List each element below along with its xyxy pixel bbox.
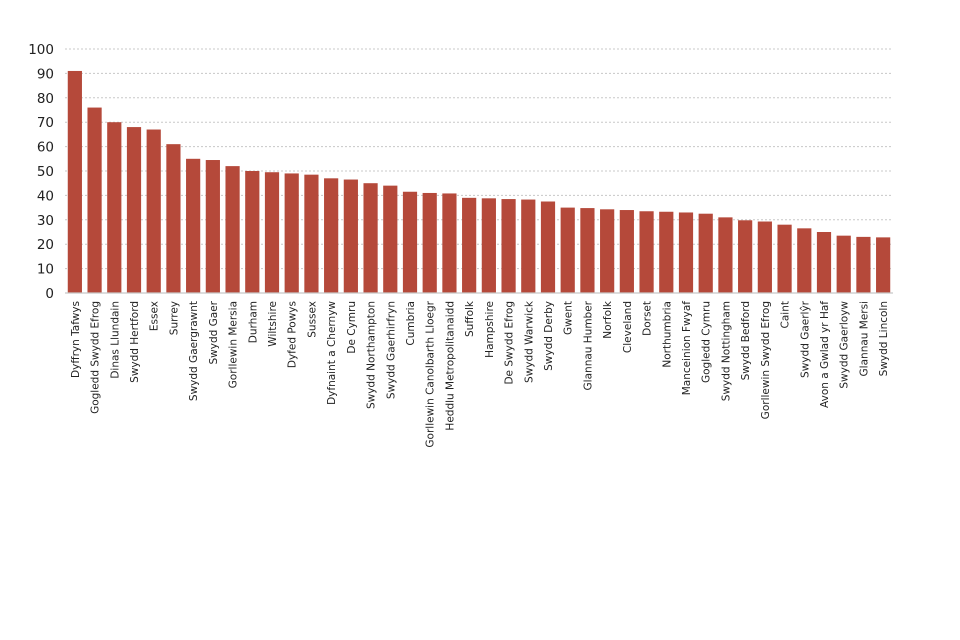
bar [501,199,516,293]
x-tick-label: Swydd Bedford [740,301,752,380]
x-tick-label: Essex [149,301,161,331]
x-tick-label: Suffolk [464,300,476,337]
bar [619,210,634,293]
y-tick-label: 80 [37,91,54,107]
bar [343,179,358,293]
bar [363,183,378,293]
x-tick-label: Swydd Hertford [129,301,141,383]
x-tick-label: Caint [780,301,792,328]
x-tick-label: Swydd Nottingham [720,301,732,401]
bar [738,220,753,293]
x-tick-label: Swydd Gaer [208,300,220,364]
x-tick-label: Norfolk [602,300,614,339]
bar [481,198,496,293]
bar [816,232,832,293]
x-tick-label: Glannau Humber [582,300,594,390]
y-tick-label: 100 [28,42,54,58]
x-tick-label: Dorset [642,301,654,336]
bar [284,173,299,293]
x-tick-label: Wiltshire [267,301,279,347]
bar [718,217,733,293]
x-tick-label: De Cymru [346,301,358,354]
bar [87,107,102,293]
bar [540,201,556,293]
bar [186,158,201,293]
x-tick-label: Dyffryn Tafwys [70,301,82,378]
y-tick-label: 20 [37,237,54,253]
bar [126,127,142,293]
x-tick-label: Hampshire [484,301,496,358]
bar [560,207,575,293]
x-tick-label: Dyfnaint a Chernyw [326,301,338,405]
bar [521,199,536,293]
bar [205,160,220,293]
y-tick-label: 40 [37,188,54,204]
x-tick-label: Swydd Derby [543,301,555,371]
bar [797,228,812,293]
x-tick-label: Gogledd Swydd Efrog [90,301,102,414]
bar [659,211,674,293]
bar [600,209,615,293]
x-tick-label: Swydd Lincoln [878,301,890,376]
x-tick-label: Swydd Gaergrawnt [188,301,200,401]
bar [324,178,339,293]
bar [225,166,240,293]
x-tick-label: Gorllewin Canolbarth Lloegr [425,300,437,447]
x-tick-label: Swydd Warwick [523,300,535,383]
bar [462,197,477,293]
bar [442,193,457,293]
bar [264,172,280,293]
bar [639,211,654,293]
x-tick-label: Durham [247,301,259,343]
y-tick-label: 50 [37,164,54,180]
bar [383,185,398,293]
bar [67,70,82,294]
x-tick-label: Heddlu Metropolitanaidd [444,301,456,431]
x-tick-label: Cleveland [622,301,634,353]
y-tick-label: 90 [37,66,54,82]
x-tick-label: Gorllewin Mersia [228,301,240,388]
bar [836,235,851,293]
bar [304,174,319,293]
x-tick-label: Sussex [306,301,318,338]
bar [402,191,418,293]
bar [876,237,891,293]
x-tick-label: Manceinion Fwyaf [681,301,693,396]
bar [107,122,122,293]
bar [856,236,871,293]
bar [245,171,260,293]
bar [146,129,161,293]
y-tick-label: 30 [37,213,54,229]
x-tick-label: Avon a Gwlad yr Haf [819,301,831,408]
x-tick-label: Swydd Gaerlŷr [799,300,811,378]
bar [678,212,694,293]
x-tick-label: De Swydd Efrog [504,301,516,385]
y-tick-label: 0 [45,286,54,302]
x-tick-label: Cumbria [405,301,417,346]
y-tick-label: 70 [37,115,54,131]
bar [166,144,181,293]
x-tick-label: Swydd Gaerhirfryn [385,301,397,399]
x-tick-label: Dinas Llundain [109,301,121,379]
x-tick-label: Dyfed Powys [287,301,299,368]
bar [757,221,772,293]
x-tick-label: Surrey [168,301,180,335]
bar [422,192,437,293]
x-tick-label: Glannau Mersi [858,301,870,376]
x-tick-label: Swydd Gaerloyw [839,301,851,389]
x-tick-label: Gorllewin Swydd Efrog [760,301,772,419]
y-tick-label: 60 [37,140,54,156]
bar [777,224,792,293]
x-tick-label: Northumbria [661,301,673,368]
bar [580,208,595,293]
x-tick-label: Gwent [563,301,575,335]
x-tick-label: Swydd Northampton [366,301,378,409]
x-tick-label: Gogledd Cymru [701,301,713,383]
y-tick-label: 10 [37,262,54,278]
bar [698,213,713,293]
